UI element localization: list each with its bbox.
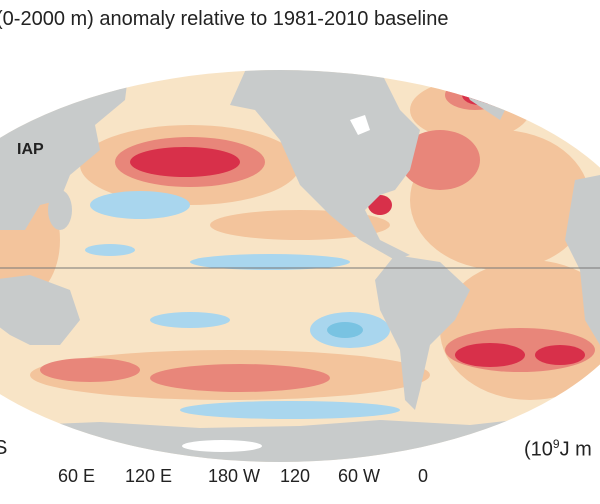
lon-tick: 120	[280, 466, 311, 486]
cold-anomaly-region	[327, 322, 363, 338]
cool-anomaly-regions	[0, 191, 400, 419]
lon-tick: 0	[418, 466, 429, 486]
edge-label: S	[0, 437, 8, 459]
north-america-land	[230, 70, 600, 260]
australia-land	[0, 275, 80, 345]
dataset-label: IAP	[17, 141, 44, 158]
lon-tick: 60 W	[338, 466, 381, 486]
map-title: (0-2000 m) anomaly relative to 1981-2010…	[0, 8, 449, 30]
ice-shelf	[182, 440, 262, 452]
south-america-land	[375, 255, 470, 410]
lon-tick: 120 E	[125, 466, 173, 486]
lon-tick: 60 E	[58, 466, 96, 486]
hudson-bay-gap	[350, 115, 370, 135]
lon-tick: 180 W	[208, 466, 261, 486]
japan-land	[48, 190, 72, 230]
units-label: (109J m	[524, 437, 592, 461]
africa-land	[565, 175, 600, 345]
